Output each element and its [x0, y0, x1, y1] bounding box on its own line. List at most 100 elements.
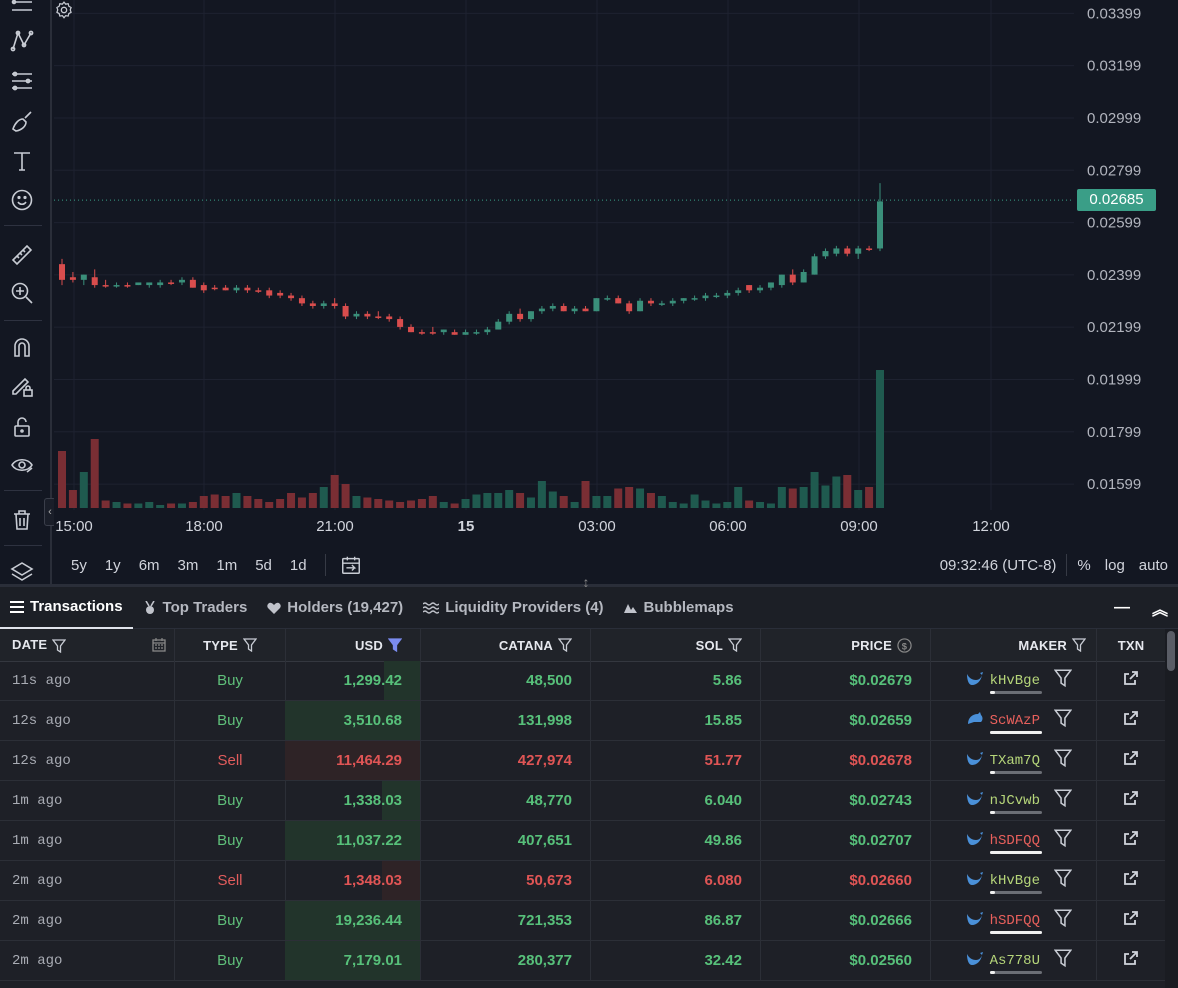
- calendar-icon[interactable]: [152, 638, 166, 652]
- header-catana[interactable]: CATANA: [421, 629, 591, 661]
- filter-icon[interactable]: [728, 638, 742, 652]
- tab-label: Bubblemaps: [643, 599, 734, 616]
- maker-link[interactable]: nJCvwb: [989, 793, 1042, 814]
- dollar-toggle-icon[interactable]: $: [897, 637, 912, 653]
- fib-icon[interactable]: [8, 67, 36, 95]
- row-type: Buy: [217, 912, 243, 929]
- tab-bubblemaps[interactable]: Bubblemaps: [614, 587, 744, 629]
- lock-draw-icon[interactable]: [8, 372, 36, 400]
- table-row[interactable]: 2m ago Sell 1,348.03 50,673 6.080 $0.02660 kHv…: [0, 861, 1165, 901]
- range-5d-button[interactable]: 5d: [255, 556, 272, 574]
- maker-link[interactable]: kHvBge: [989, 673, 1042, 694]
- row-price: $0.02679: [849, 672, 912, 689]
- gear-icon[interactable]: [54, 0, 74, 20]
- range-1m-button[interactable]: 1m: [216, 556, 238, 574]
- maker-link[interactable]: TXam7Q: [989, 753, 1042, 774]
- magnet-icon[interactable]: [8, 333, 36, 361]
- maker-link[interactable]: hSDFQQ: [989, 913, 1042, 934]
- table-row[interactable]: 11s ago Buy 1,299.42 48,500 5.86 $0.02679 kHvB…: [0, 661, 1165, 701]
- filter-maker-icon[interactable]: [1053, 869, 1073, 892]
- row-type: Buy: [217, 672, 243, 689]
- catana-cell: 48,770: [421, 781, 591, 820]
- table-row[interactable]: 1m ago Buy 11,037.22 407,651 49.86 $0.02707 hS…: [0, 821, 1165, 861]
- zoom-in-icon[interactable]: [8, 279, 36, 307]
- filter-maker-icon[interactable]: [1053, 789, 1073, 812]
- tab-holders[interactable]: Holders (19,427): [257, 587, 413, 629]
- auto-toggle[interactable]: auto: [1138, 556, 1168, 574]
- range-3m-button[interactable]: 3m: [177, 556, 199, 574]
- percent-toggle[interactable]: %: [1077, 556, 1091, 574]
- range-1d-button[interactable]: 1d: [289, 556, 307, 574]
- filter-icon[interactable]: [1072, 638, 1086, 652]
- external-link-icon[interactable]: [1123, 750, 1139, 771]
- minimize-icon[interactable]: —: [1113, 599, 1130, 616]
- text-icon[interactable]: [8, 147, 36, 175]
- lock-icon[interactable]: [8, 413, 36, 441]
- header-usd[interactable]: USD: [286, 629, 421, 661]
- range-1y-button[interactable]: 1y: [104, 556, 121, 574]
- brush-icon[interactable]: [8, 107, 36, 135]
- filter-maker-icon[interactable]: [1053, 749, 1073, 772]
- filter-icon[interactable]: [558, 638, 572, 652]
- layers-icon[interactable]: [8, 558, 36, 586]
- tab-top-traders[interactable]: Top Traders: [133, 587, 258, 629]
- filter-active-icon[interactable]: [388, 638, 402, 652]
- external-link-icon[interactable]: [1123, 710, 1139, 731]
- volume-bar: [745, 500, 754, 508]
- goto-date-icon[interactable]: [340, 554, 362, 576]
- lines-icon[interactable]: [8, 0, 36, 20]
- last-price-tag: 0.02685: [1077, 189, 1156, 212]
- pattern-icon[interactable]: [8, 27, 36, 55]
- filter-icon[interactable]: [52, 639, 67, 653]
- tab-transactions[interactable]: Transactions: [0, 587, 133, 629]
- filter-maker-icon[interactable]: [1053, 709, 1073, 732]
- chart-canvas[interactable]: 0.03399 0.03199 0.02999 0.02799 0.02599 0.023…: [54, 0, 1178, 545]
- external-link-icon[interactable]: [1123, 670, 1139, 691]
- range-5y-button[interactable]: 5y: [71, 556, 87, 574]
- volume-bar: [167, 503, 176, 508]
- external-link-icon[interactable]: [1123, 830, 1139, 851]
- bottom-tabs: Transactions Top Traders Holders (19,427…: [0, 587, 1178, 629]
- log-toggle[interactable]: log: [1104, 556, 1125, 574]
- expand-icon[interactable]: ︽: [1151, 602, 1168, 619]
- table-row[interactable]: 2m ago Buy 19,236.44 721,353 86.87 $0.02666 hS…: [0, 901, 1165, 941]
- price-chart[interactable]: 0.03399 0.03199 0.02999 0.02799 0.02599 0.023…: [54, 0, 1178, 545]
- header-price[interactable]: PRICE $: [761, 629, 931, 661]
- filter-maker-icon[interactable]: [1053, 909, 1073, 932]
- clock-readout[interactable]: 09:32:46 (UTC-8): [939, 556, 1057, 574]
- tab-liquidity-providers[interactable]: Liquidity Providers (4): [413, 587, 613, 629]
- emoji-icon[interactable]: [8, 186, 36, 214]
- scrollbar-thumb[interactable]: [1167, 631, 1175, 671]
- maker-link[interactable]: kHvBge: [989, 873, 1042, 894]
- table-scrollbar[interactable]: [1165, 629, 1178, 988]
- external-link-icon[interactable]: [1123, 870, 1139, 891]
- candle-body: [429, 332, 436, 334]
- header-date[interactable]: DATE: [0, 629, 175, 661]
- filter-maker-icon[interactable]: [1053, 829, 1073, 852]
- external-link-icon[interactable]: [1123, 950, 1139, 971]
- header-maker[interactable]: MAKER: [931, 629, 1097, 661]
- eye-icon[interactable]: [8, 451, 36, 479]
- chart-background: [54, 0, 1178, 545]
- filter-maker-icon[interactable]: [1053, 669, 1073, 692]
- table-row[interactable]: 1m ago Buy 1,338.03 48,770 6.040 $0.02743 nJCv…: [0, 781, 1165, 821]
- maker-link[interactable]: hSDFQQ: [989, 833, 1042, 854]
- trash-icon[interactable]: [8, 506, 36, 534]
- header-type[interactable]: TYPE: [175, 629, 286, 661]
- filter-icon[interactable]: [242, 638, 257, 652]
- table-row[interactable]: 12s ago Buy 3,510.68 131,998 15.85 $0.02659 Sc…: [0, 701, 1165, 741]
- external-link-icon[interactable]: [1123, 790, 1139, 811]
- usd-bar: [382, 861, 420, 900]
- ruler-icon[interactable]: [8, 241, 36, 269]
- resize-handle-icon[interactable]: ↕: [582, 574, 590, 590]
- external-link-icon[interactable]: [1123, 910, 1139, 931]
- candle-body: [582, 308, 589, 312]
- table-row[interactable]: 12s ago Sell 11,464.29 427,974 51.77 $0.02678…: [0, 741, 1165, 781]
- header-txn: TXN: [1097, 629, 1165, 661]
- header-sol[interactable]: SOL: [591, 629, 761, 661]
- filter-maker-icon[interactable]: [1053, 949, 1073, 972]
- range-6m-button[interactable]: 6m: [138, 556, 160, 574]
- maker-link[interactable]: As778U: [989, 953, 1042, 974]
- maker-link[interactable]: ScWAzP: [989, 713, 1042, 734]
- table-row[interactable]: 2m ago Buy 7,179.01 280,377 32.42 $0.02560 As7…: [0, 941, 1165, 981]
